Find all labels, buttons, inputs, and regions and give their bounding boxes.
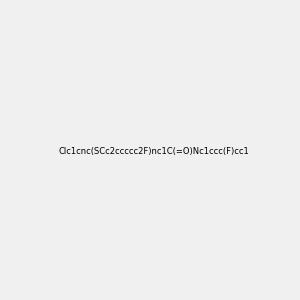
Text: Clc1cnc(SCc2ccccc2F)nc1C(=O)Nc1ccc(F)cc1: Clc1cnc(SCc2ccccc2F)nc1C(=O)Nc1ccc(F)cc1 — [58, 147, 249, 156]
